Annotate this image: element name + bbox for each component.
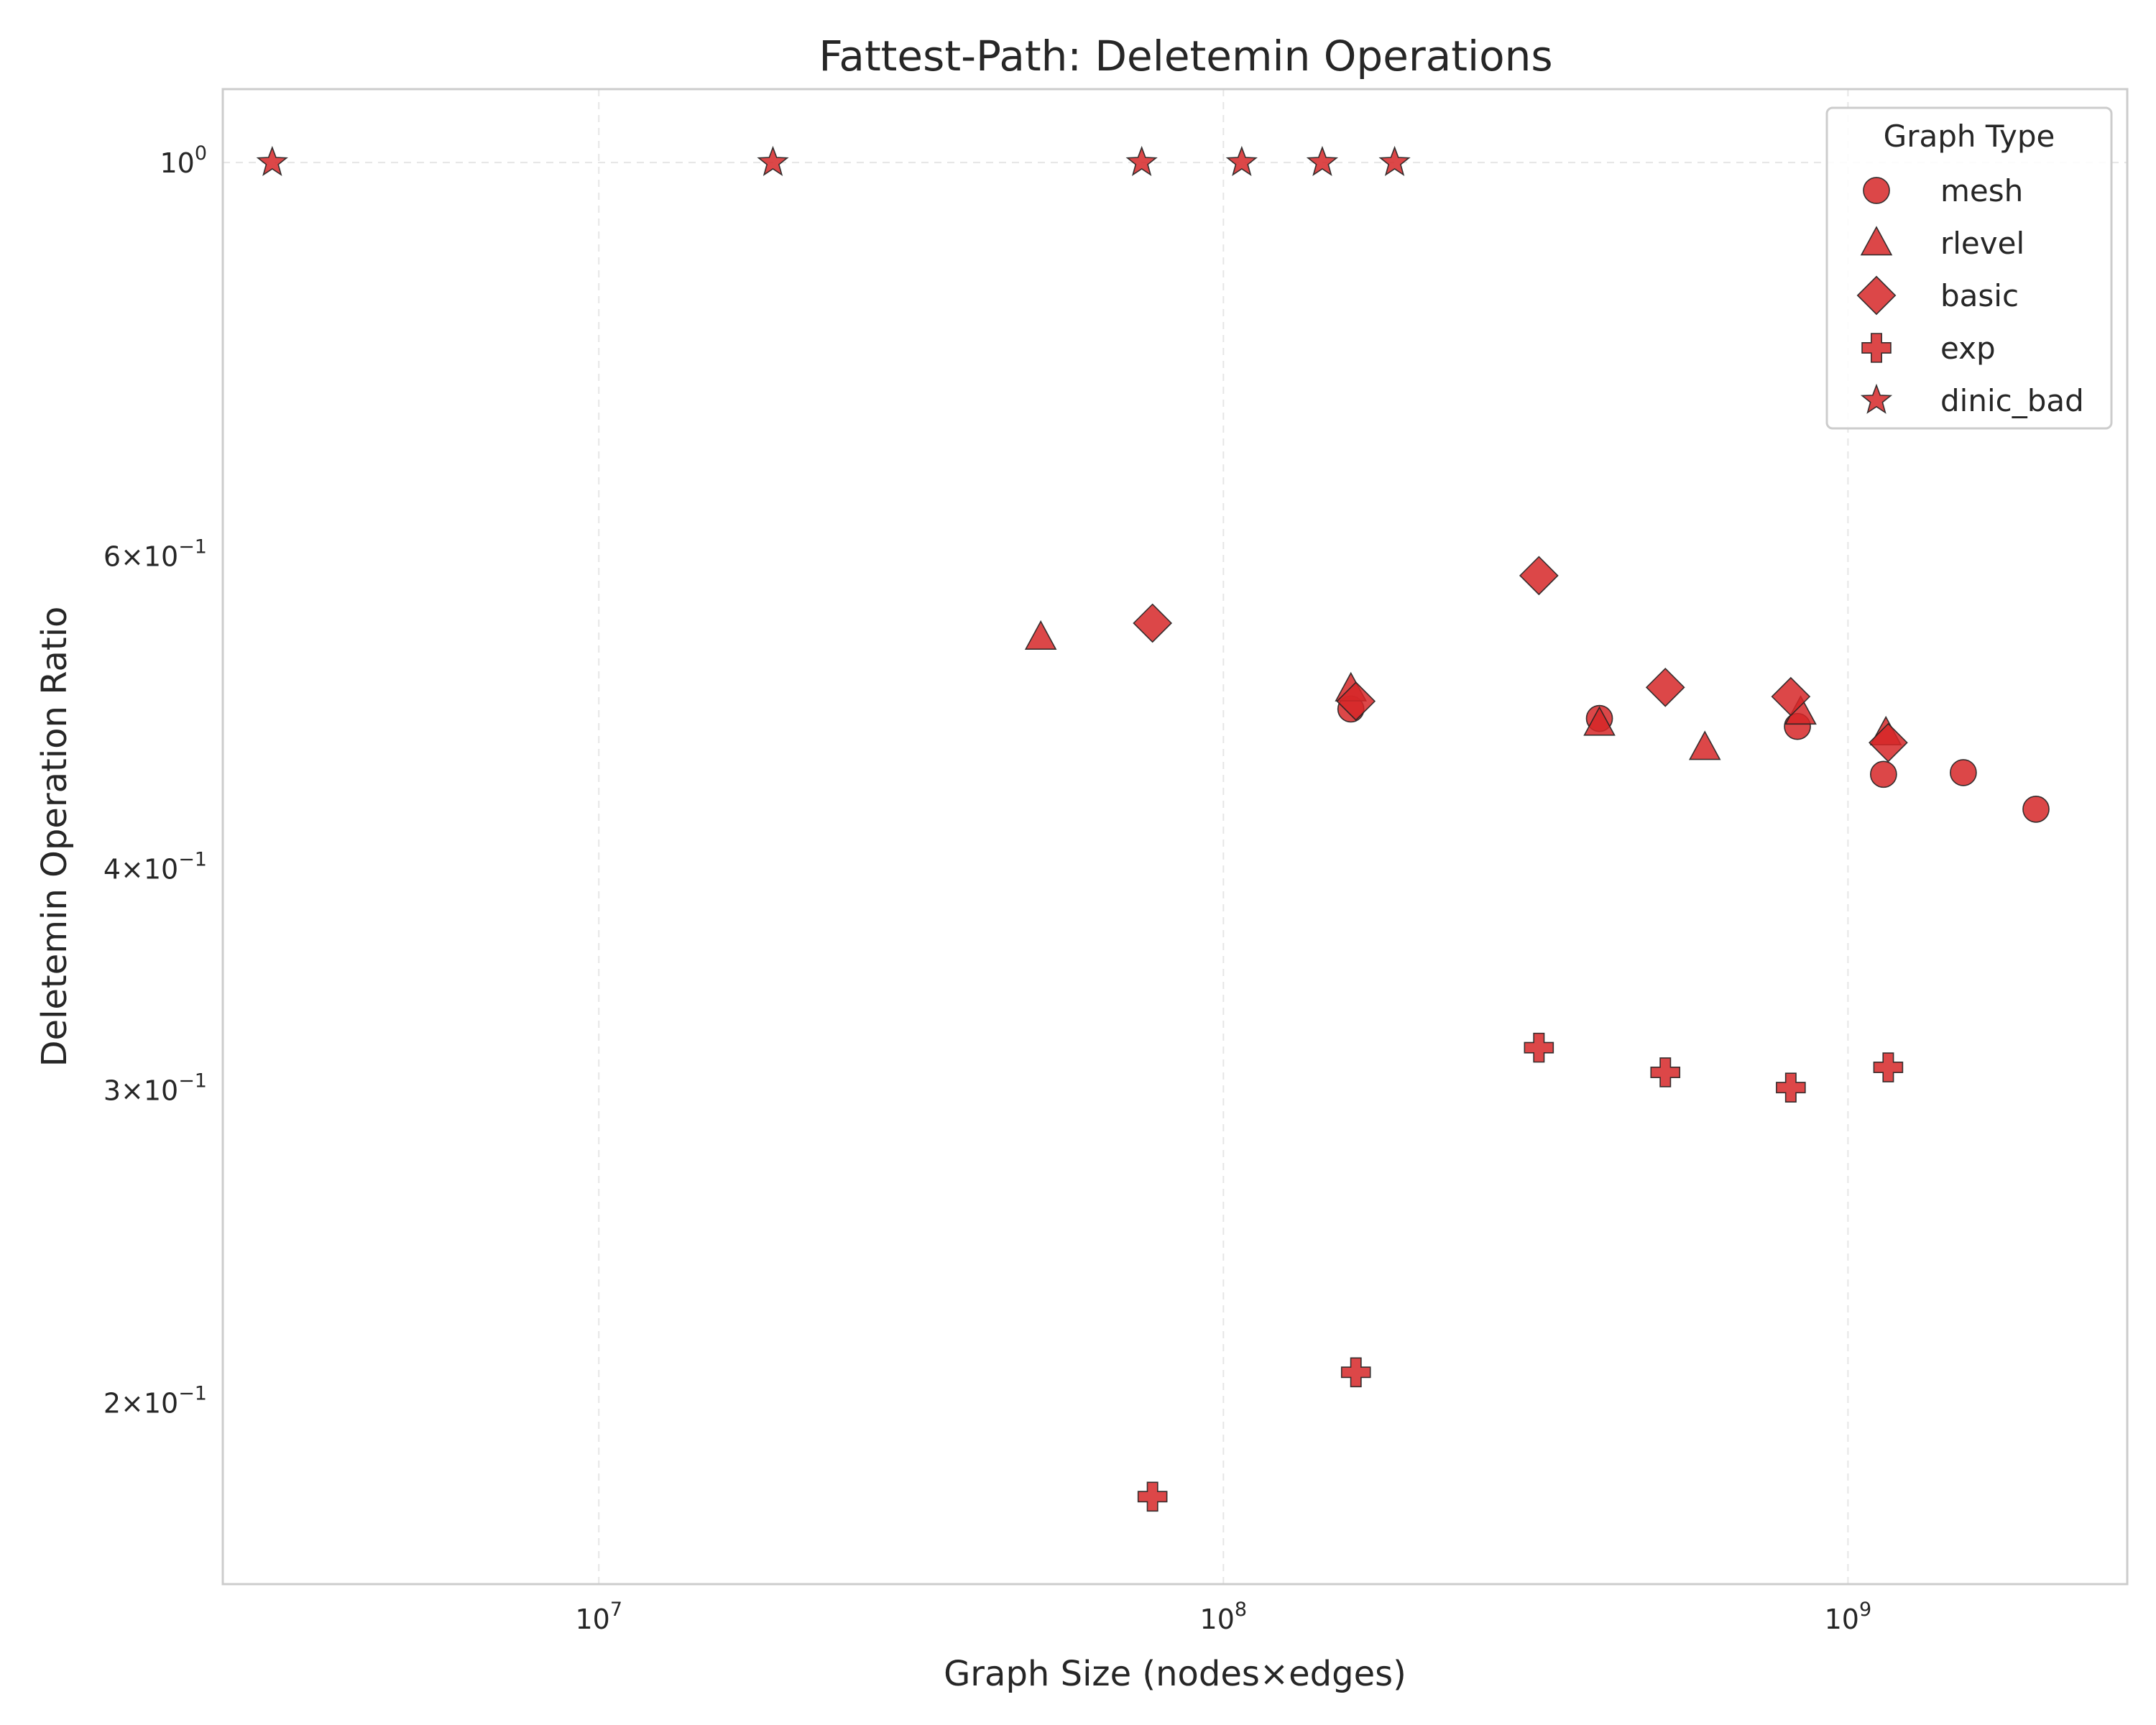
data-point-dinic_bad <box>1225 145 1258 177</box>
legend-box <box>1825 106 2113 430</box>
y-tick-label-exponent: −1 <box>178 848 207 870</box>
legend-marker-rlevel <box>1860 226 1893 256</box>
x-tick-label-base: 10 <box>1200 1604 1235 1635</box>
x-tick-label-base: 10 <box>1825 1604 1859 1635</box>
y-tick-label-exponent: 0 <box>195 142 207 165</box>
legend-marker-mesh <box>1863 177 1890 204</box>
x-tick-label-base: 10 <box>575 1604 609 1635</box>
data-point-exp <box>1340 1357 1371 1388</box>
y-tick-label-exponent: −1 <box>178 1382 207 1404</box>
x-tick-label: 109 <box>1825 1598 1872 1635</box>
legend-item-dinic_bad: dinic_bad <box>1860 383 2084 418</box>
y-tick-label: 6×10−1 <box>103 536 207 573</box>
y-tick-label-exponent: −1 <box>178 1070 207 1092</box>
data-point-dinic_bad <box>757 145 789 177</box>
series-dinic_bad <box>256 145 1411 177</box>
data-point-mesh <box>1950 759 1977 786</box>
legend-item-rlevel: rlevel <box>1860 226 2024 261</box>
legend-label: rlevel <box>1940 226 2024 261</box>
legend-title: Graph Type <box>1884 119 2055 154</box>
y-tick-label-exponent: −1 <box>178 536 207 558</box>
data-point-dinic_bad <box>1125 145 1158 177</box>
x-axis-label: Graph Size (nodes×edges) <box>944 1654 1406 1694</box>
legend-item-exp: exp <box>1861 331 1996 366</box>
data-point-basic <box>1336 681 1376 721</box>
legend-item-mesh: mesh <box>1863 173 2023 208</box>
data-point-basic <box>1519 556 1559 596</box>
legend-item-basic: basic <box>1856 275 2019 316</box>
data-point-dinic_bad <box>1306 145 1339 177</box>
data-point-mesh <box>1869 760 1897 788</box>
data-point-basic <box>1869 722 1908 763</box>
y-tick-label-base: 3×10 <box>103 1075 178 1107</box>
y-tick-label: 4×10−1 <box>103 848 207 885</box>
x-tick-label-exponent: 7 <box>610 1598 622 1621</box>
data-point-exp <box>1137 1481 1168 1512</box>
y-tick-label: 2×10−1 <box>103 1382 207 1419</box>
data-point-mesh <box>2022 795 2050 823</box>
data-point-basic <box>1771 676 1811 717</box>
legend: Graph Type mesh rlevel basic exp dinic_bad <box>1825 106 2113 430</box>
x-tick-label-exponent: 9 <box>1859 1598 1871 1621</box>
data-point-rlevel <box>1024 620 1057 650</box>
data-point-dinic_bad <box>1378 145 1411 177</box>
x-axis-ticks: 107 108 109 <box>575 1598 1871 1635</box>
legend-label: mesh <box>1940 173 2023 208</box>
data-point-exp <box>1776 1072 1806 1103</box>
y-tick-label-base: 6×10 <box>103 541 178 573</box>
legend-label: exp <box>1940 331 1996 366</box>
data-point-rlevel <box>1583 706 1616 736</box>
data-points <box>256 145 2050 1512</box>
y-axis-label: Deletemin Operation Ratio <box>34 607 75 1067</box>
data-point-exp <box>1873 1052 1904 1082</box>
data-point-exp <box>1650 1057 1681 1087</box>
x-tick-label: 108 <box>1200 1598 1248 1635</box>
y-tick-label-base: 2×10 <box>103 1387 178 1419</box>
data-point-exp <box>1524 1032 1554 1063</box>
chart-title: Fattest-Path: Deletemin Operations <box>819 32 1552 80</box>
legend-label: dinic_bad <box>1940 383 2084 418</box>
data-point-basic <box>1645 667 1685 707</box>
legend-items: mesh rlevel basic exp dinic_bad <box>1856 173 2084 418</box>
plot-frame <box>221 88 2129 1586</box>
legend-marker-exp <box>1861 333 1892 363</box>
y-tick-label-base: 10 <box>160 147 194 179</box>
y-tick-label: 100 <box>160 142 207 179</box>
y-tick-label-base: 4×10 <box>103 853 178 885</box>
legend-marker-dinic_bad <box>1860 383 1893 414</box>
x-tick-label: 107 <box>575 1598 622 1635</box>
data-point-dinic_bad <box>256 145 288 177</box>
y-tick-label: 3×10−1 <box>103 1070 207 1107</box>
series-rlevel <box>1024 620 1902 760</box>
data-point-rlevel <box>1688 730 1721 760</box>
data-point-basic <box>1133 603 1173 643</box>
series-exp <box>1137 1032 1904 1512</box>
legend-marker-basic <box>1856 275 1897 316</box>
series-basic <box>1133 556 1908 763</box>
x-tick-label-exponent: 8 <box>1235 1598 1247 1621</box>
legend-label: basic <box>1940 278 2019 313</box>
